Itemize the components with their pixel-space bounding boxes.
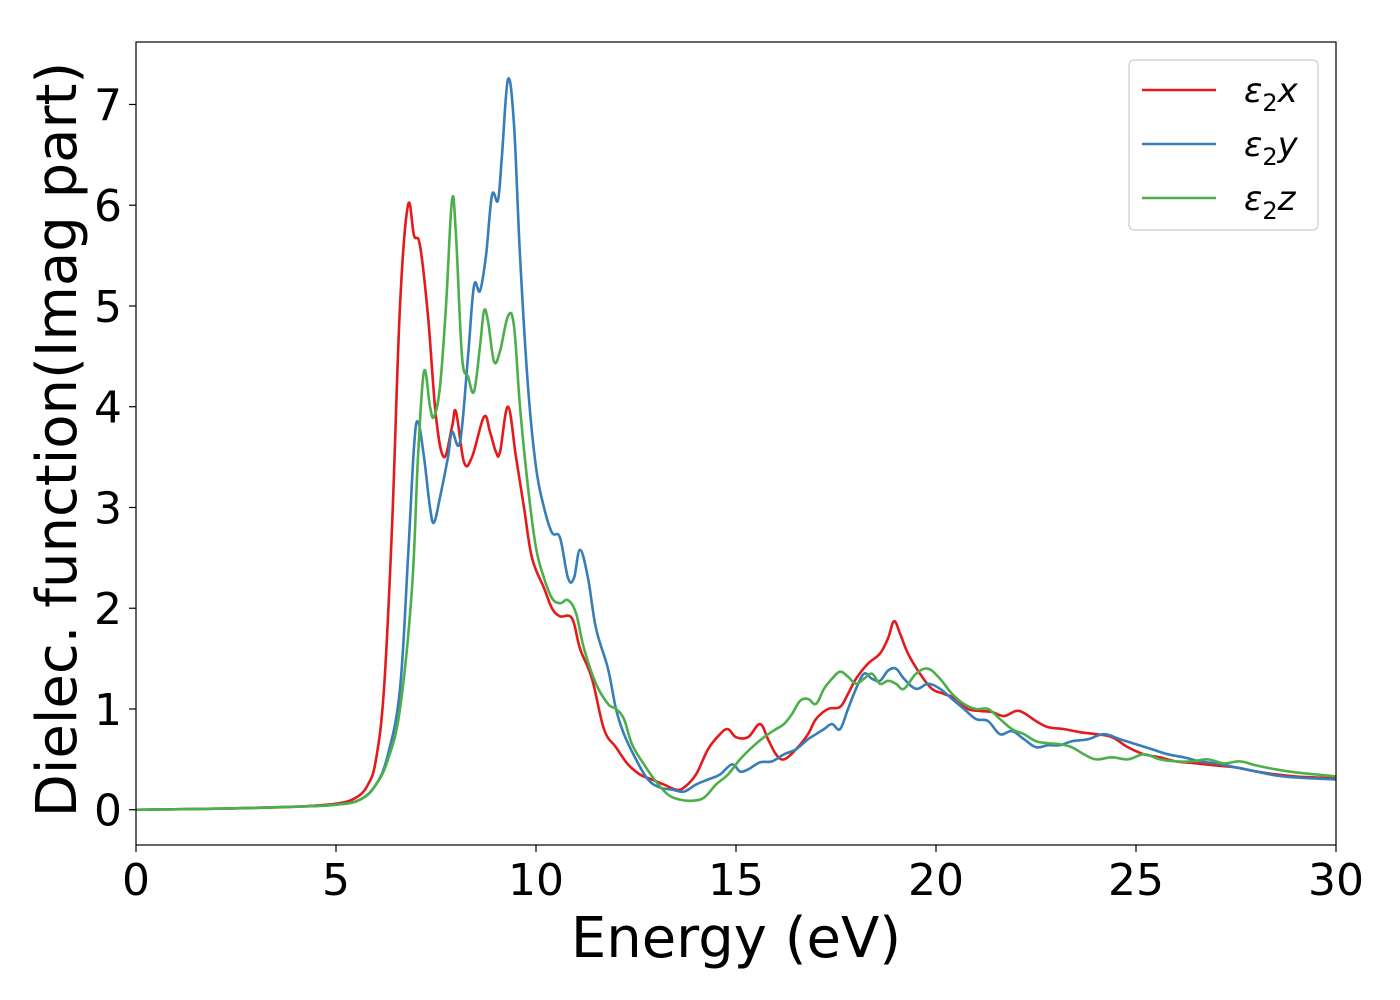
y-axis-title: Dielec. function(Imag part) — [25, 62, 90, 818]
y-tick-label: 7 — [94, 80, 122, 131]
x-tick-label: 0 — [122, 855, 150, 906]
legend-label-x: ε2x — [1244, 71, 1299, 117]
series-line-x — [136, 201, 1336, 812]
series-line-y — [136, 77, 1336, 812]
x-axis-title: Energy (eV) — [571, 906, 901, 971]
axes-layer: 0 5 10 15 20 25 30 0 1 2 3 4 5 6 7 — [94, 80, 1364, 906]
series-line-z — [136, 195, 1336, 812]
legend: ε2x ε2y ε2z — [1128, 59, 1319, 231]
x-tick-label: 15 — [708, 855, 764, 906]
y-tick-label: 2 — [94, 584, 122, 635]
x-tick-label: 25 — [1108, 855, 1164, 906]
x-tick-label: 10 — [508, 855, 564, 906]
series-layer — [136, 77, 1336, 812]
x-tick-label: 30 — [1308, 855, 1364, 906]
legend-label-z: ε2z — [1244, 179, 1297, 225]
y-tick-label: 1 — [94, 685, 122, 736]
x-tick-label: 20 — [908, 855, 964, 906]
x-tick-label: 5 — [322, 855, 350, 906]
y-tick-label: 5 — [94, 282, 122, 333]
y-tick-label: 3 — [94, 483, 122, 534]
y-tick-label: 0 — [94, 786, 122, 837]
legend-box — [1128, 59, 1319, 231]
y-tick-label: 6 — [94, 181, 122, 232]
y-tick-label: 4 — [94, 383, 122, 434]
legend-label-y: ε2y — [1244, 125, 1299, 171]
